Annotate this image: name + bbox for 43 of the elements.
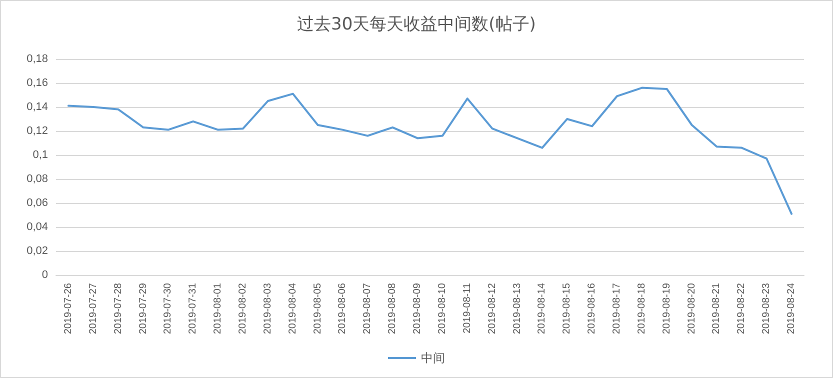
x-tick-label: 2019-08-12 (486, 282, 498, 334)
legend-label: 中间 (421, 351, 445, 365)
x-tick-label: 2019-08-24 (786, 282, 798, 334)
x-tick-label: 2019-08-13 (512, 282, 523, 334)
x-tick-label: 2019-08-07 (362, 282, 374, 334)
x-tick-label: 2019-08-17 (612, 282, 622, 334)
x-tick-label: 2019-08-09 (412, 282, 424, 334)
x-tick-label: 2019-08-23 (761, 282, 772, 334)
x-tick-label: 2019-08-05 (312, 282, 324, 334)
y-tick-label: 0,14 (26, 101, 48, 113)
y-tick-label: 0,06 (26, 197, 48, 209)
x-tick-label: 2019-07-26 (62, 282, 74, 334)
x-tick-label: 2019-08-21 (711, 282, 722, 334)
y-tick-label: 0,1 (32, 149, 48, 161)
x-tick-label: 2019-08-08 (387, 282, 398, 334)
x-tick-label: 2019-07-30 (162, 282, 174, 334)
y-tick-label: 0,18 (26, 53, 48, 65)
y-tick-label: 0,08 (26, 173, 48, 185)
line-series (67, 86, 793, 215)
x-tick-label: 2019-07-28 (112, 282, 124, 334)
x-tick-label: 2019-08-03 (262, 282, 274, 334)
x-tick-label: 2019-07-31 (188, 282, 199, 334)
x-tick-label: 2019-08-22 (736, 282, 748, 334)
x-tick-label: 2019-08-18 (636, 282, 648, 334)
y-tick-label: 0,02 (26, 245, 48, 257)
x-tick-label: 2019-08-11 (462, 282, 473, 334)
x-tick-label: 2019-08-02 (238, 282, 248, 334)
x-tick-label: 2019-07-27 (88, 282, 99, 334)
y-tick-label: 0 (42, 269, 48, 281)
x-tick-label: 2019-08-16 (586, 282, 598, 334)
x-tick-label: 2019-08-15 (562, 282, 573, 334)
y-tick-label: 0,16 (26, 77, 48, 89)
chart-title: 过去30天每天收益中间数(帖子) (297, 14, 536, 34)
y-tick-label: 0,12 (26, 125, 48, 137)
x-tick-label: 2019-08-01 (212, 282, 224, 334)
x-tick-label: 2019-08-14 (536, 282, 548, 334)
y-tick-label: 0,04 (26, 221, 48, 233)
x-tick-label: 2019-08-04 (287, 282, 298, 334)
x-tick-label: 2019-08-19 (661, 282, 672, 334)
x-tick-label: 2019-08-20 (686, 282, 698, 334)
x-tick-label: 2019-08-10 (436, 282, 448, 334)
x-tick-label: 2019-07-29 (138, 282, 149, 334)
x-tick-label: 2019-08-06 (337, 282, 348, 334)
